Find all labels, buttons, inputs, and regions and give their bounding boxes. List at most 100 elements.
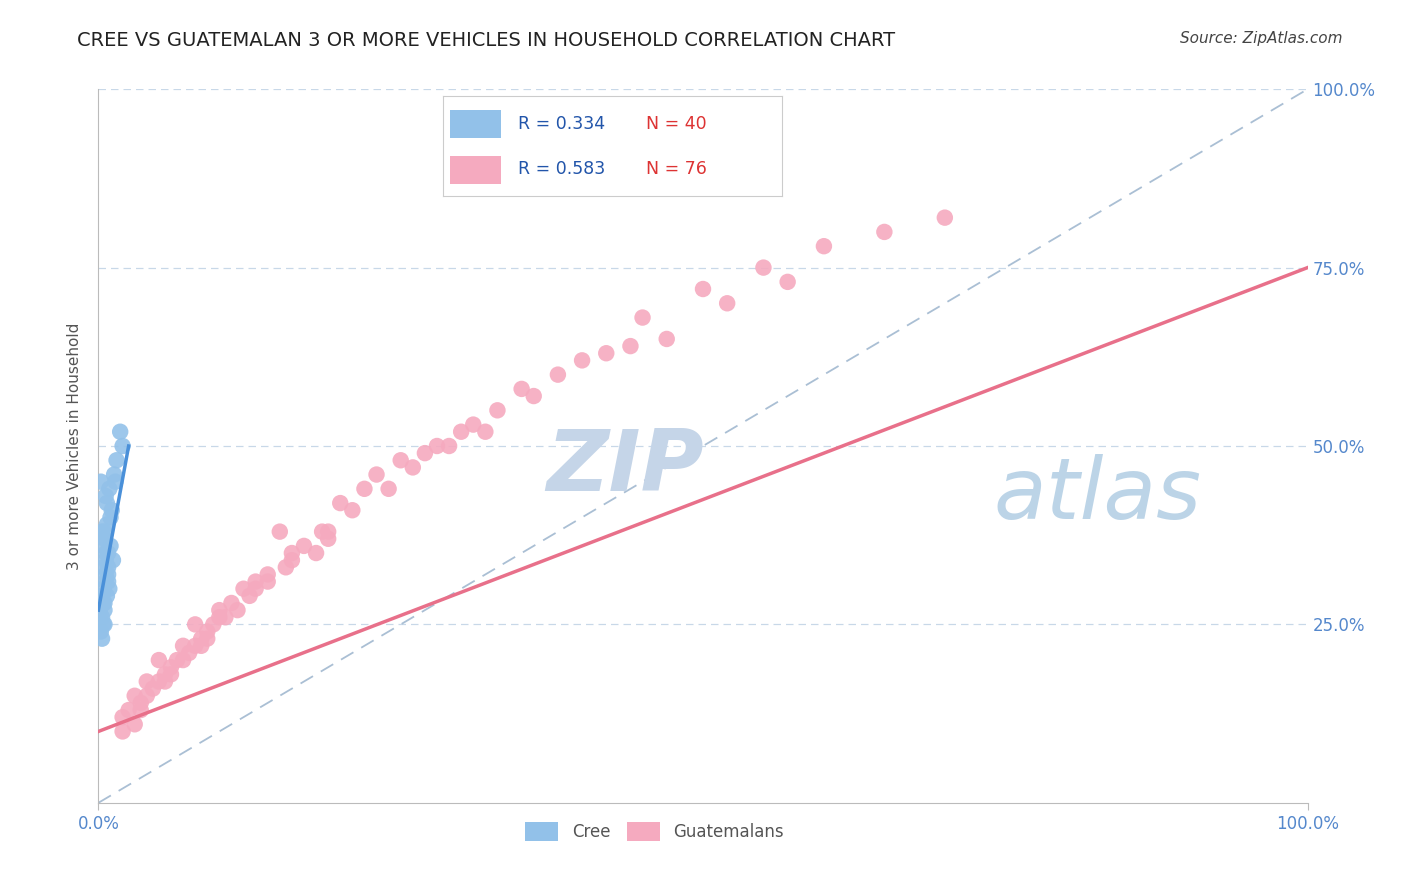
Point [94, 553, 117, 567]
Point [190, 632, 212, 646]
Point [129, 703, 152, 717]
Point [96, 517, 118, 532]
Point [239, 589, 262, 603]
Point [474, 425, 496, 439]
Point [103, 467, 125, 482]
Point [91, 524, 114, 539]
Point [104, 475, 127, 489]
Point [153, 667, 176, 681]
Point [179, 646, 201, 660]
Point [329, 496, 352, 510]
Point [269, 524, 291, 539]
Point [655, 332, 678, 346]
Point [813, 239, 835, 253]
Point [91, 582, 114, 596]
Point [90, 624, 112, 639]
Point [195, 632, 218, 646]
Point [402, 460, 425, 475]
Text: Source: ZipAtlas.com: Source: ZipAtlas.com [1180, 31, 1343, 46]
Point [111, 724, 134, 739]
Point [94, 546, 117, 560]
Point [195, 624, 218, 639]
Point [94, 567, 117, 582]
Point [437, 439, 460, 453]
Point [172, 639, 194, 653]
Point [716, 296, 738, 310]
Point [96, 589, 118, 603]
Point [292, 539, 315, 553]
Point [190, 639, 212, 653]
Point [91, 589, 114, 603]
Point [776, 275, 799, 289]
Point [160, 660, 183, 674]
Point [214, 610, 236, 624]
Point [413, 446, 436, 460]
Point [547, 368, 569, 382]
Point [118, 703, 141, 717]
Point [510, 382, 533, 396]
Point [256, 567, 278, 582]
Point [153, 674, 176, 689]
Point [111, 710, 134, 724]
Point [135, 689, 157, 703]
Point [148, 653, 170, 667]
Point [97, 567, 120, 582]
Point [90, 475, 112, 489]
Point [148, 674, 170, 689]
Point [316, 532, 339, 546]
Text: atlas: atlas [993, 454, 1201, 538]
Point [91, 632, 114, 646]
Point [172, 653, 194, 667]
Point [184, 617, 207, 632]
Point [98, 582, 121, 596]
Point [281, 546, 304, 560]
Point [124, 717, 146, 731]
Point [111, 439, 134, 453]
Point [160, 667, 183, 681]
Point [463, 417, 485, 432]
Point [91, 596, 114, 610]
Point [93, 603, 115, 617]
Point [245, 582, 267, 596]
Point [256, 574, 278, 589]
Point [97, 574, 120, 589]
Point [873, 225, 896, 239]
Point [94, 489, 117, 503]
Point [245, 574, 267, 589]
Point [100, 510, 122, 524]
Point [89, 603, 111, 617]
Point [486, 403, 509, 417]
Point [523, 389, 546, 403]
Point [571, 353, 593, 368]
Point [595, 346, 617, 360]
Point [98, 482, 121, 496]
Point [752, 260, 775, 275]
Point [692, 282, 714, 296]
Point [93, 532, 115, 546]
Point [184, 639, 207, 653]
Text: CREE VS GUATEMALAN 3 OR MORE VEHICLES IN HOUSEHOLD CORRELATION CHART: CREE VS GUATEMALAN 3 OR MORE VEHICLES IN… [77, 31, 896, 50]
Point [96, 496, 118, 510]
Text: ZIP: ZIP [546, 425, 703, 509]
Point [450, 425, 472, 439]
Point [100, 503, 122, 517]
Point [93, 617, 115, 632]
Point [226, 603, 249, 617]
Point [202, 617, 225, 632]
Point [108, 425, 131, 439]
Point [281, 553, 304, 567]
Point [135, 674, 157, 689]
Point [91, 560, 114, 574]
Point [631, 310, 654, 325]
Point [377, 482, 399, 496]
Point [93, 524, 115, 539]
Point [934, 211, 956, 225]
Point [166, 653, 188, 667]
Point [129, 696, 152, 710]
Legend: Cree, Guatemalans: Cree, Guatemalans [519, 815, 790, 848]
Point [91, 610, 114, 624]
Point [93, 596, 115, 610]
Point [208, 603, 231, 617]
Point [232, 582, 254, 596]
Point [142, 681, 165, 696]
